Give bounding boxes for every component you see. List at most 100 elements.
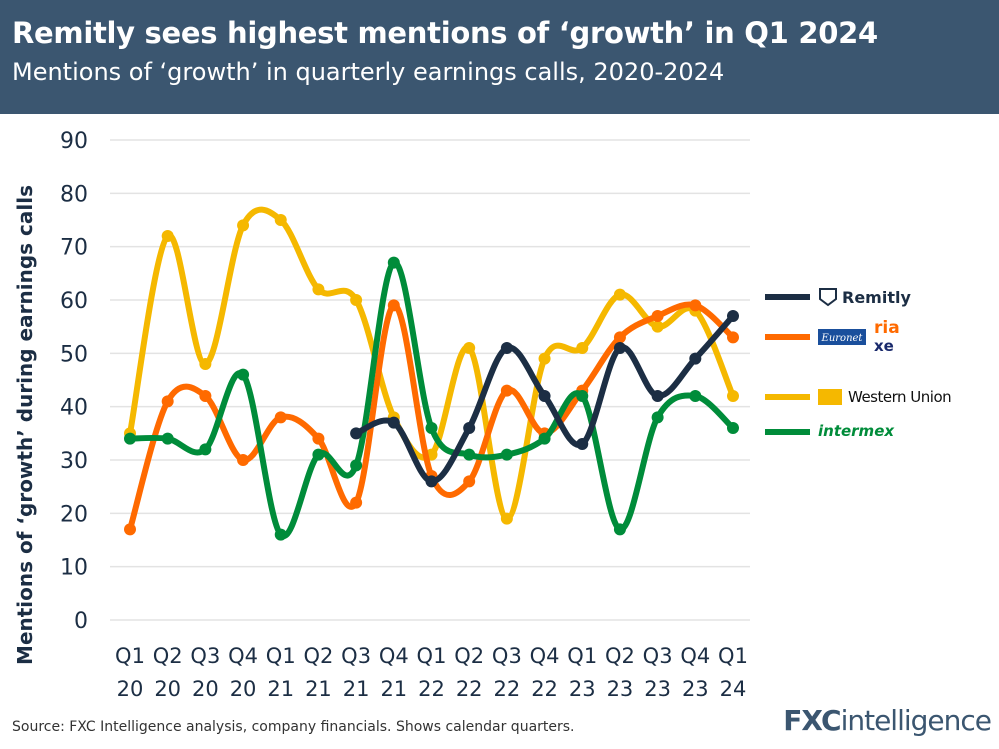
x-tick-label: Q1 (718, 644, 748, 668)
series-euronet-ria-xe (124, 299, 739, 536)
data-point (161, 395, 174, 408)
remitly-logo: Remitly (842, 288, 911, 307)
data-point (237, 454, 250, 466)
x-tick-label: 23 (644, 677, 671, 701)
data-point (425, 475, 438, 488)
data-point (613, 342, 626, 354)
logo-light: intelligence (840, 704, 992, 737)
x-tick-label: Q2 (454, 644, 484, 668)
data-point (500, 512, 513, 525)
y-tick-label: 80 (60, 182, 88, 207)
x-tick-label: 21 (267, 677, 294, 701)
x-tick-label: 20 (154, 677, 181, 701)
series-remitly (350, 310, 739, 488)
data-point (727, 422, 739, 434)
data-point (463, 448, 476, 461)
y-tick-label: 90 (60, 129, 88, 154)
x-tick-label: Q2 (303, 644, 333, 668)
data-point (651, 411, 664, 424)
data-point (161, 432, 174, 445)
data-point (387, 299, 400, 312)
legend-item: Western Union (765, 388, 952, 406)
data-point (651, 390, 664, 402)
x-tick-label: Q3 (341, 644, 371, 668)
x-tick-label: 20 (117, 677, 144, 701)
x-tick-label: 23 (607, 677, 634, 701)
x-tick-label: 22 (494, 677, 521, 701)
data-point (161, 230, 174, 242)
x-tick-label: Q4 (379, 644, 409, 668)
wu-logo-mark (818, 389, 842, 405)
data-point (312, 432, 325, 445)
y-tick-label: 60 (60, 289, 88, 314)
data-point (199, 443, 212, 456)
data-point (727, 390, 739, 402)
data-point (576, 390, 589, 402)
chart-title: Remitly sees highest mentions of ‘growth… (12, 16, 878, 50)
x-tick-label: Q1 (266, 644, 296, 668)
source-note: Source: FXC Intelligence analysis, compa… (12, 719, 575, 735)
x-tick-label: 21 (380, 677, 407, 701)
data-point (124, 432, 136, 445)
data-point (350, 496, 363, 509)
y-tick-label: 30 (60, 449, 88, 474)
series-western-union (124, 206, 739, 525)
data-point (199, 390, 212, 402)
data-point (689, 299, 702, 312)
chart-subtitle: Mentions of ‘growth’ in quarterly earnin… (12, 58, 725, 86)
data-point (689, 390, 702, 402)
data-point (538, 432, 551, 445)
x-tick-label: 22 (418, 677, 445, 701)
data-point (500, 342, 513, 354)
x-tick-label: Q1 (115, 644, 145, 668)
data-point (651, 320, 664, 333)
x-tick-label: 22 (456, 677, 483, 701)
data-point (350, 294, 363, 306)
data-point (576, 342, 589, 354)
data-point (651, 310, 664, 322)
y-tick-label: 40 (60, 396, 88, 421)
x-tick-label: 23 (682, 677, 709, 701)
x-tick-label: 21 (305, 677, 332, 701)
western-union-logo: Western Union (848, 388, 951, 406)
data-point (500, 448, 513, 461)
euronet-logo-box (818, 329, 866, 345)
x-tick-label: 22 (531, 677, 558, 701)
data-point (350, 459, 363, 472)
data-point (274, 411, 287, 424)
data-point (237, 219, 250, 232)
data-point (727, 310, 739, 322)
data-point (425, 422, 438, 434)
y-tick-label: 70 (60, 236, 88, 261)
x-tick-label: Q3 (643, 644, 673, 668)
header: Remitly sees highest mentions of ‘growth… (0, 0, 999, 114)
y-tick-label: 0 (74, 609, 88, 634)
y-tick-label: 20 (60, 502, 88, 527)
logo-bold: FXC (783, 704, 841, 737)
data-point (274, 214, 287, 226)
series-line (127, 259, 736, 540)
x-tick-label: Q1 (567, 644, 597, 668)
series-intermex (124, 256, 739, 541)
data-point (387, 256, 400, 269)
intermex-logo: intermex (818, 422, 895, 440)
x-tick-label: Q2 (605, 644, 635, 668)
data-point (576, 438, 589, 450)
data-point (689, 352, 702, 365)
data-point (124, 523, 136, 536)
x-tick-label: Q4 (680, 644, 710, 668)
x-tick-label: Q2 (153, 644, 183, 668)
data-point (274, 528, 287, 541)
x-tick-label: 21 (343, 677, 370, 701)
x-tick-label: 20 (192, 677, 219, 701)
data-point (500, 384, 513, 397)
x-tick-label: Q3 (492, 644, 522, 668)
data-point (199, 358, 212, 370)
legend-item: Remitly (765, 288, 911, 307)
remitly-shield-icon (819, 288, 837, 307)
x-tick-label: 23 (569, 677, 596, 701)
fxc-logo: FXCintelligence (783, 704, 992, 737)
x-tick-label: 20 (230, 677, 257, 701)
